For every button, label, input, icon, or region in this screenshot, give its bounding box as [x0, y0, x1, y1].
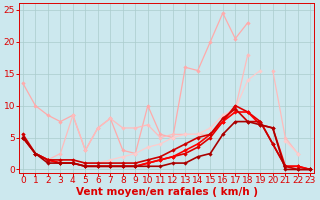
X-axis label: Vent moyen/en rafales ( km/h ): Vent moyen/en rafales ( km/h )	[76, 187, 258, 197]
